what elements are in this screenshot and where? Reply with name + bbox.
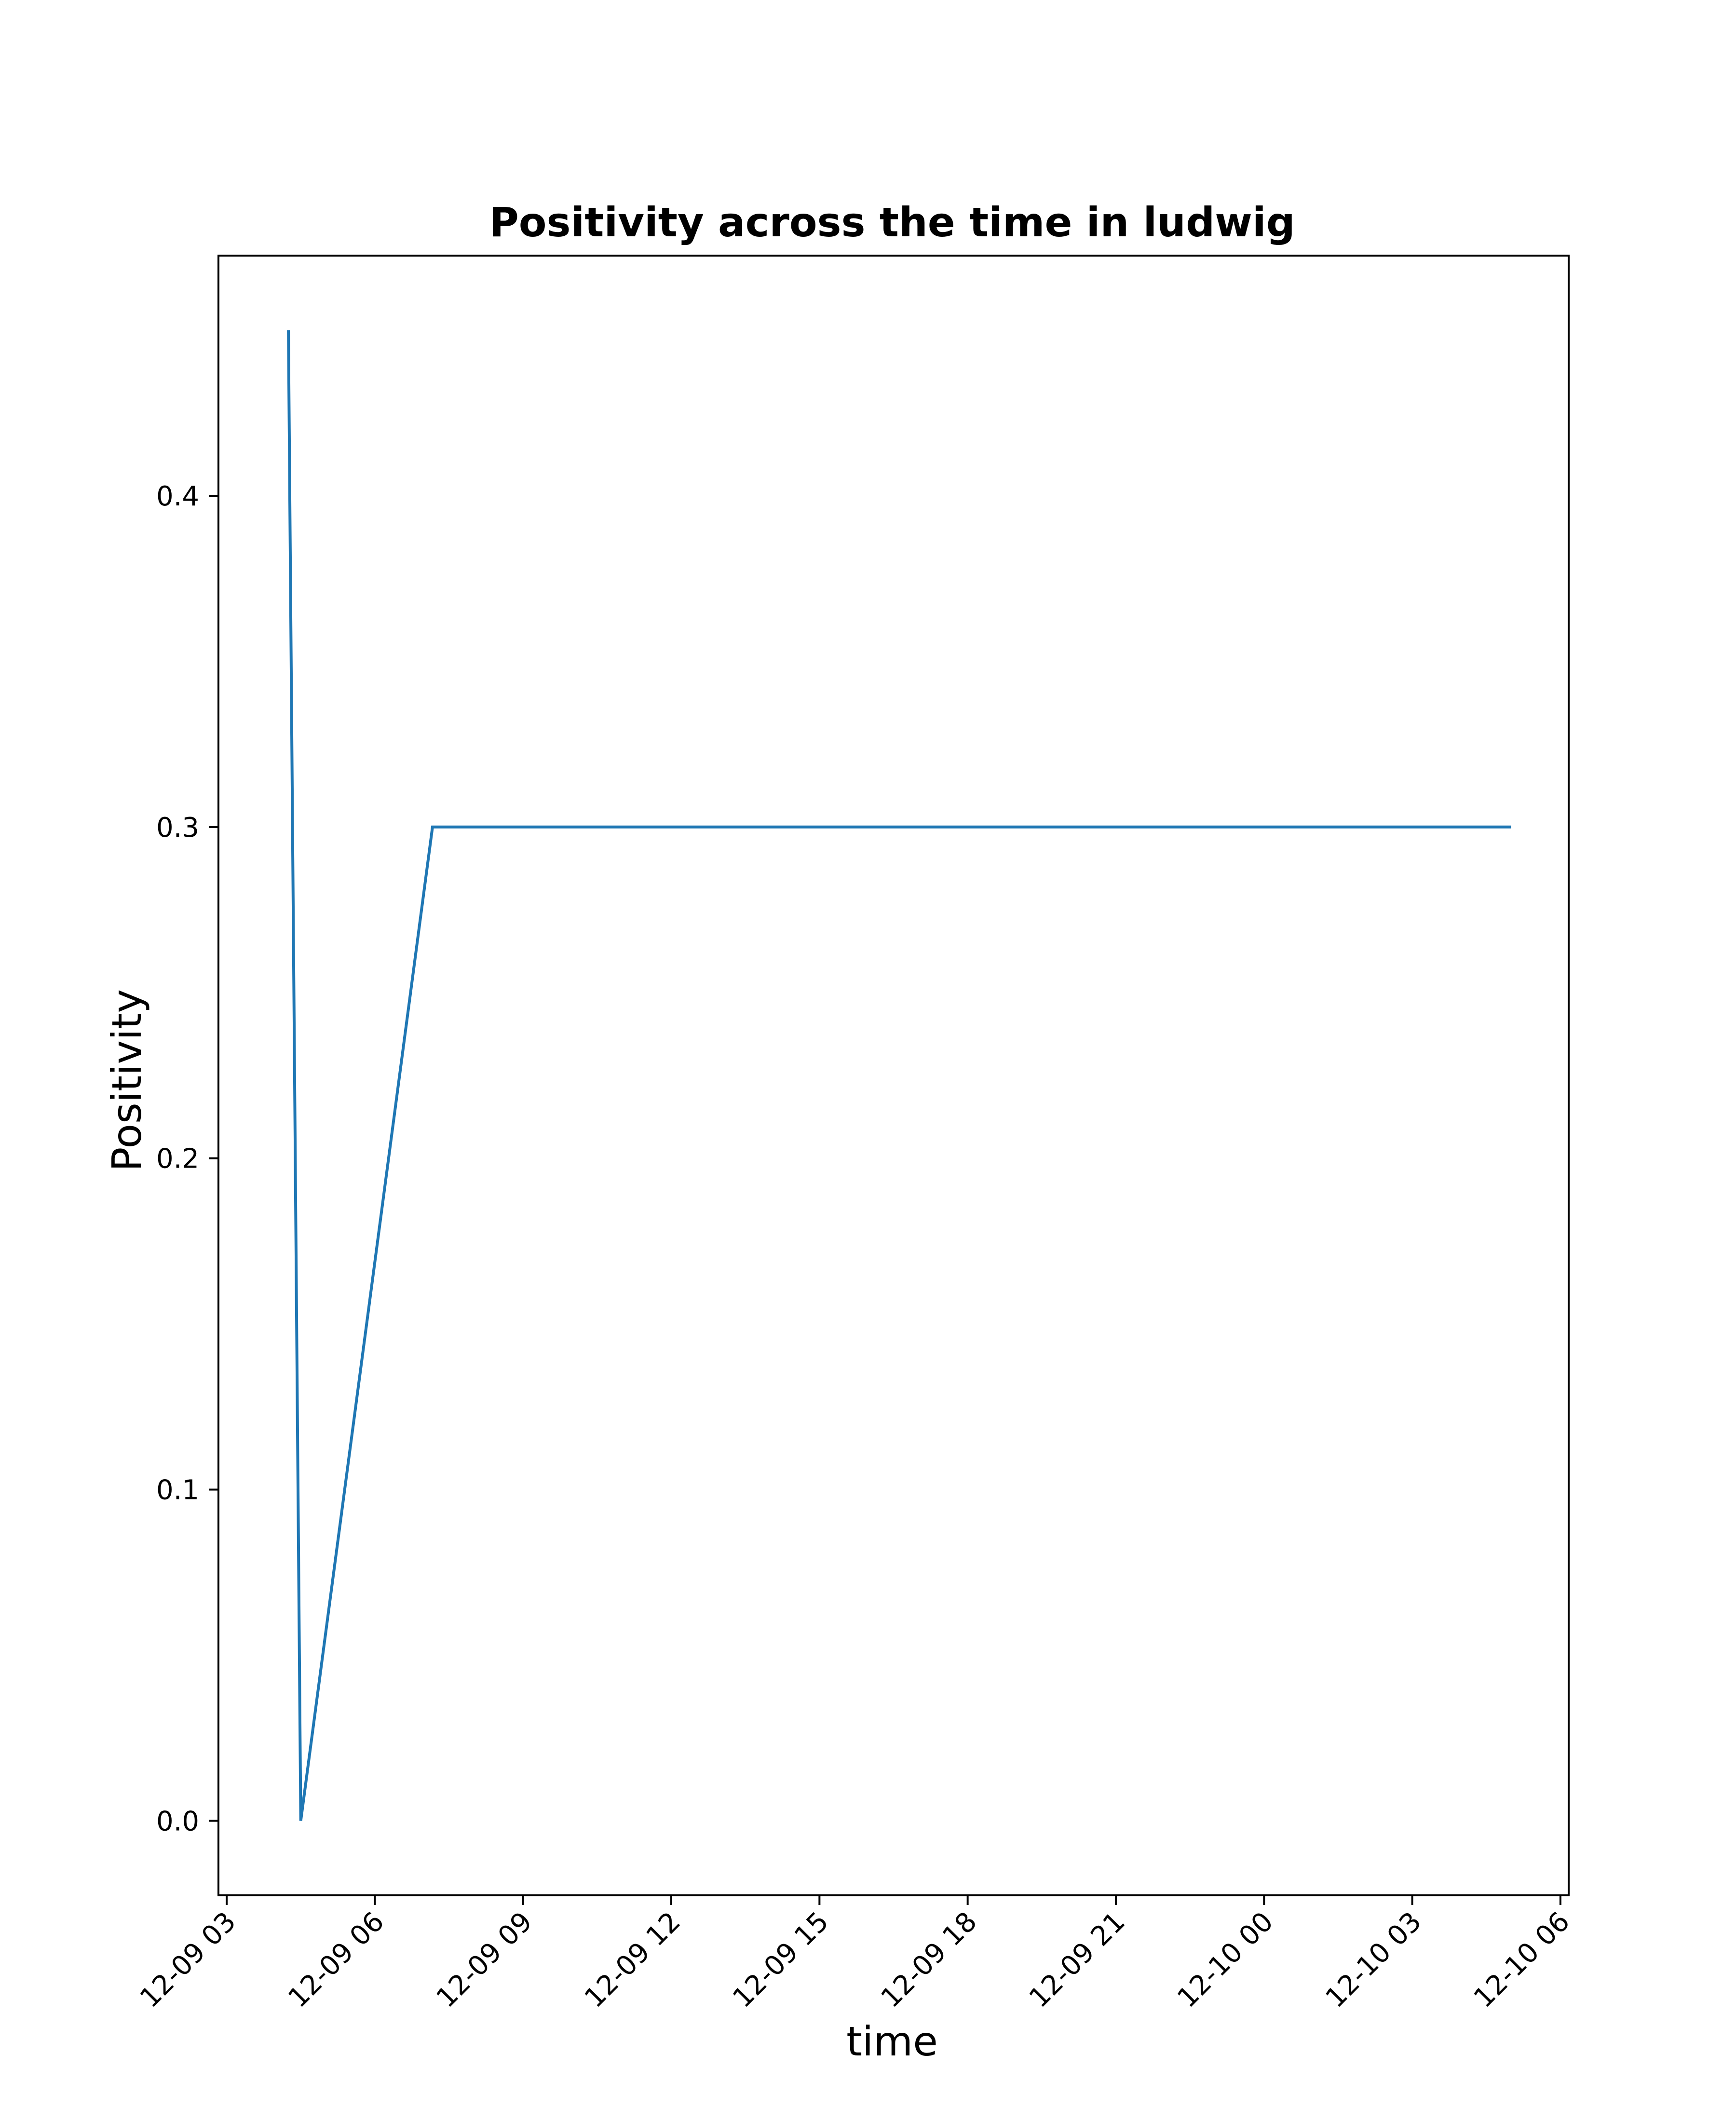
y-tick-label: 0.4 [156,481,199,512]
x-axis-label: time [846,2018,938,2065]
y-tick-label: 0.1 [156,1475,199,1506]
y-axis-label: Positivity [103,989,150,1171]
y-tick-label: 0.2 [156,1143,199,1175]
plot-frame [217,255,1570,1896]
series-line-0 [287,330,1511,1821]
y-tick-label: 0.3 [156,812,199,843]
y-tick-label: 0.0 [156,1806,199,1837]
chart-title: Positivity across the time in ludwig [489,199,1295,246]
